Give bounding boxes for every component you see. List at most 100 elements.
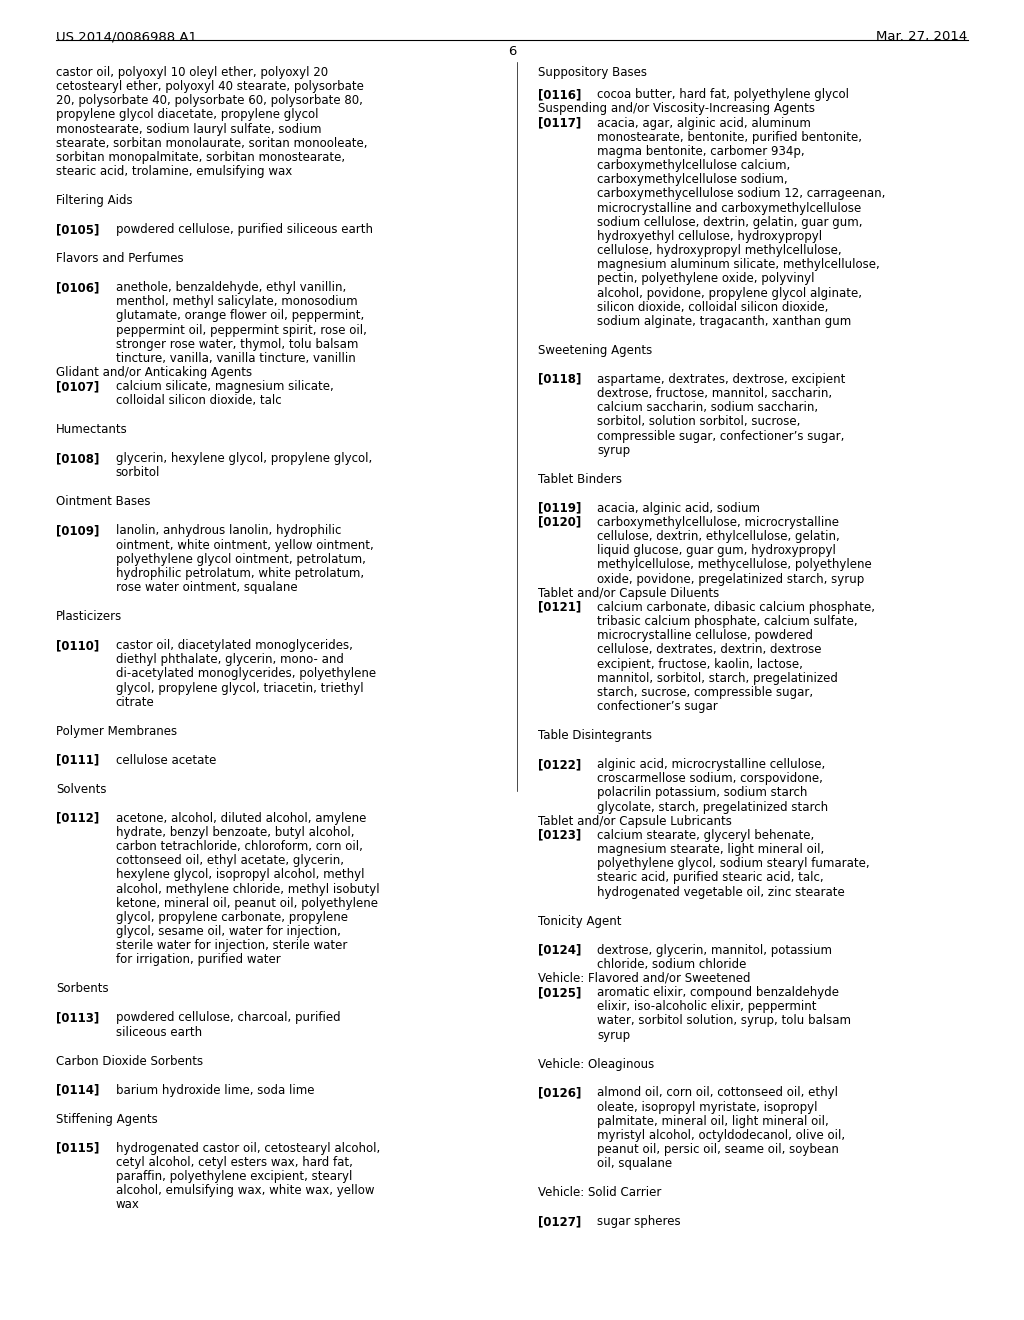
Text: wax: wax (116, 1199, 139, 1212)
Text: dextrose, glycerin, mannitol, potassium: dextrose, glycerin, mannitol, potassium (597, 944, 831, 957)
Text: silicon dioxide, colloidal silicon dioxide,: silicon dioxide, colloidal silicon dioxi… (597, 301, 828, 314)
Text: [0113]: [0113] (56, 1011, 99, 1024)
Text: ointment, white ointment, yellow ointment,: ointment, white ointment, yellow ointmen… (116, 539, 374, 552)
Text: [0112]: [0112] (56, 812, 99, 825)
Text: Carbon Dioxide Sorbents: Carbon Dioxide Sorbents (56, 1055, 204, 1068)
Text: hydrophilic petrolatum, white petrolatum,: hydrophilic petrolatum, white petrolatum… (116, 568, 364, 579)
Text: [0123]: [0123] (538, 829, 581, 842)
Text: microcrystalline and carboxymethylcellulose: microcrystalline and carboxymethylcellul… (597, 202, 861, 215)
Text: calcium carbonate, dibasic calcium phosphate,: calcium carbonate, dibasic calcium phosp… (597, 601, 874, 614)
Text: di-acetylated monoglycerides, polyethylene: di-acetylated monoglycerides, polyethyle… (116, 668, 376, 680)
Text: cocoa butter, hard fat, polyethylene glycol: cocoa butter, hard fat, polyethylene gly… (597, 88, 849, 102)
Text: ketone, mineral oil, peanut oil, polyethylene: ketone, mineral oil, peanut oil, polyeth… (116, 896, 378, 909)
Text: [0122]: [0122] (538, 758, 581, 771)
Text: [0118]: [0118] (538, 374, 581, 385)
Text: stearate, sorbitan monolaurate, soritan monooleate,: stearate, sorbitan monolaurate, soritan … (56, 137, 368, 149)
Text: calcium stearate, glyceryl behenate,: calcium stearate, glyceryl behenate, (597, 829, 814, 842)
Text: acetone, alcohol, diluted alcohol, amylene: acetone, alcohol, diluted alcohol, amyle… (116, 812, 367, 825)
Text: carboxymethycellulose sodium 12, carrageenan,: carboxymethycellulose sodium 12, carrage… (597, 187, 886, 201)
Text: [0119]: [0119] (538, 502, 581, 515)
Text: 20, polysorbate 40, polysorbate 60, polysorbate 80,: 20, polysorbate 40, polysorbate 60, poly… (56, 94, 364, 107)
Text: cellulose, dextrin, ethylcellulose, gelatin,: cellulose, dextrin, ethylcellulose, gela… (597, 531, 840, 543)
Text: Tablet and/or Capsule Diluents: Tablet and/or Capsule Diluents (538, 586, 719, 599)
Text: peppermint oil, peppermint spirit, rose oil,: peppermint oil, peppermint spirit, rose … (116, 323, 367, 337)
Text: starch, sucrose, compressible sugar,: starch, sucrose, compressible sugar, (597, 686, 813, 698)
Text: paraffin, polyethylene excipient, stearyl: paraffin, polyethylene excipient, steary… (116, 1170, 352, 1183)
Text: cellulose acetate: cellulose acetate (116, 754, 216, 767)
Text: Suppository Bases: Suppository Bases (538, 66, 646, 79)
Text: Sorbents: Sorbents (56, 982, 109, 995)
Text: almond oil, corn oil, cottonseed oil, ethyl: almond oil, corn oil, cottonseed oil, et… (597, 1086, 838, 1100)
Text: mannitol, sorbitol, starch, pregelatinized: mannitol, sorbitol, starch, pregelatiniz… (597, 672, 838, 685)
Text: stronger rose water, thymol, tolu balsam: stronger rose water, thymol, tolu balsam (116, 338, 358, 351)
Text: stearic acid, trolamine, emulsifying wax: stearic acid, trolamine, emulsifying wax (56, 165, 293, 178)
Text: compressible sugar, confectioner’s sugar,: compressible sugar, confectioner’s sugar… (597, 429, 845, 442)
Text: myristyl alcohol, octyldodecanol, olive oil,: myristyl alcohol, octyldodecanol, olive … (597, 1129, 845, 1142)
Text: [0127]: [0127] (538, 1216, 581, 1229)
Text: [0115]: [0115] (56, 1142, 99, 1155)
Text: calcium silicate, magnesium silicate,: calcium silicate, magnesium silicate, (116, 380, 334, 393)
Text: monostearate, bentonite, purified bentonite,: monostearate, bentonite, purified benton… (597, 131, 862, 144)
Text: confectioner’s sugar: confectioner’s sugar (597, 700, 718, 713)
Text: anethole, benzaldehyde, ethyl vanillin,: anethole, benzaldehyde, ethyl vanillin, (116, 281, 346, 294)
Text: acacia, agar, alginic acid, aluminum: acacia, agar, alginic acid, aluminum (597, 116, 811, 129)
Text: stearic acid, purified stearic acid, talc,: stearic acid, purified stearic acid, tal… (597, 871, 823, 884)
Text: carbon tetrachloride, chloroform, corn oil,: carbon tetrachloride, chloroform, corn o… (116, 840, 362, 853)
Text: Flavors and Perfumes: Flavors and Perfumes (56, 252, 184, 265)
Text: carboxymethylcellulose sodium,: carboxymethylcellulose sodium, (597, 173, 787, 186)
Text: hydroxyethyl cellulose, hydroxypropyl: hydroxyethyl cellulose, hydroxypropyl (597, 230, 822, 243)
Text: glycolate, starch, pregelatinized starch: glycolate, starch, pregelatinized starch (597, 800, 828, 813)
Text: Ointment Bases: Ointment Bases (56, 495, 151, 508)
Text: oleate, isopropyl myristate, isopropyl: oleate, isopropyl myristate, isopropyl (597, 1101, 817, 1114)
Text: Tablet Binders: Tablet Binders (538, 473, 622, 486)
Text: liquid glucose, guar gum, hydroxypropyl: liquid glucose, guar gum, hydroxypropyl (597, 544, 836, 557)
Text: [0117]: [0117] (538, 116, 581, 129)
Text: carboxymethylcellulose, microcrystalline: carboxymethylcellulose, microcrystalline (597, 516, 839, 529)
Text: [0109]: [0109] (56, 524, 99, 537)
Text: oil, squalane: oil, squalane (597, 1158, 672, 1171)
Text: [0121]: [0121] (538, 601, 581, 614)
Text: sorbitol, solution sorbitol, sucrose,: sorbitol, solution sorbitol, sucrose, (597, 416, 801, 429)
Text: Polymer Membranes: Polymer Membranes (56, 725, 177, 738)
Text: [0110]: [0110] (56, 639, 99, 652)
Text: aromatic elixir, compound benzaldehyde: aromatic elixir, compound benzaldehyde (597, 986, 839, 999)
Text: calcium saccharin, sodium saccharin,: calcium saccharin, sodium saccharin, (597, 401, 818, 414)
Text: Solvents: Solvents (56, 783, 106, 796)
Text: chloride, sodium chloride: chloride, sodium chloride (597, 958, 746, 970)
Text: tincture, vanilla, vanilla tincture, vanillin: tincture, vanilla, vanilla tincture, van… (116, 352, 355, 364)
Text: sorbitol: sorbitol (116, 466, 160, 479)
Text: cottonseed oil, ethyl acetate, glycerin,: cottonseed oil, ethyl acetate, glycerin, (116, 854, 344, 867)
Text: [0124]: [0124] (538, 944, 581, 957)
Text: US 2014/0086988 A1: US 2014/0086988 A1 (56, 30, 198, 44)
Text: [0116]: [0116] (538, 88, 581, 102)
Text: Plasticizers: Plasticizers (56, 610, 123, 623)
Text: Tablet and/or Capsule Lubricants: Tablet and/or Capsule Lubricants (538, 814, 731, 828)
Text: sorbitan monopalmitate, sorbitan monostearate,: sorbitan monopalmitate, sorbitan monoste… (56, 150, 345, 164)
Text: excipient, fructose, kaolin, lactose,: excipient, fructose, kaolin, lactose, (597, 657, 803, 671)
Text: hydrogenated vegetable oil, zinc stearate: hydrogenated vegetable oil, zinc stearat… (597, 886, 845, 899)
Text: hexylene glycol, isopropyl alcohol, methyl: hexylene glycol, isopropyl alcohol, meth… (116, 869, 365, 882)
Text: Glidant and/or Anticaking Agents: Glidant and/or Anticaking Agents (56, 366, 253, 379)
Text: magnesium stearate, light mineral oil,: magnesium stearate, light mineral oil, (597, 843, 824, 857)
Text: polyethylene glycol, sodium stearyl fumarate,: polyethylene glycol, sodium stearyl fuma… (597, 857, 869, 870)
Text: polyethylene glycol ointment, petrolatum,: polyethylene glycol ointment, petrolatum… (116, 553, 366, 566)
Text: Stiffening Agents: Stiffening Agents (56, 1113, 158, 1126)
Text: [0126]: [0126] (538, 1086, 581, 1100)
Text: hydrogenated castor oil, cetostearyl alcohol,: hydrogenated castor oil, cetostearyl alc… (116, 1142, 380, 1155)
Text: [0114]: [0114] (56, 1084, 99, 1097)
Text: aspartame, dextrates, dextrose, excipient: aspartame, dextrates, dextrose, excipien… (597, 374, 846, 385)
Text: dextrose, fructose, mannitol, saccharin,: dextrose, fructose, mannitol, saccharin, (597, 387, 833, 400)
Text: cellulose, dextrates, dextrin, dextrose: cellulose, dextrates, dextrin, dextrose (597, 643, 821, 656)
Text: Suspending and/or Viscosity-Increasing Agents: Suspending and/or Viscosity-Increasing A… (538, 103, 815, 115)
Text: glycerin, hexylene glycol, propylene glycol,: glycerin, hexylene glycol, propylene gly… (116, 453, 372, 466)
Text: glutamate, orange flower oil, peppermint,: glutamate, orange flower oil, peppermint… (116, 309, 364, 322)
Text: rose water ointment, squalane: rose water ointment, squalane (116, 581, 297, 594)
Text: microcrystalline cellulose, powdered: microcrystalline cellulose, powdered (597, 630, 813, 643)
Text: Vehicle: Flavored and/or Sweetened: Vehicle: Flavored and/or Sweetened (538, 972, 751, 985)
Text: croscarmellose sodium, corspovidone,: croscarmellose sodium, corspovidone, (597, 772, 823, 785)
Text: monostearate, sodium lauryl sulfate, sodium: monostearate, sodium lauryl sulfate, sod… (56, 123, 322, 136)
Text: [0105]: [0105] (56, 223, 99, 236)
Text: Mar. 27, 2014: Mar. 27, 2014 (877, 30, 968, 44)
Text: [0107]: [0107] (56, 380, 99, 393)
Text: [0120]: [0120] (538, 516, 581, 529)
